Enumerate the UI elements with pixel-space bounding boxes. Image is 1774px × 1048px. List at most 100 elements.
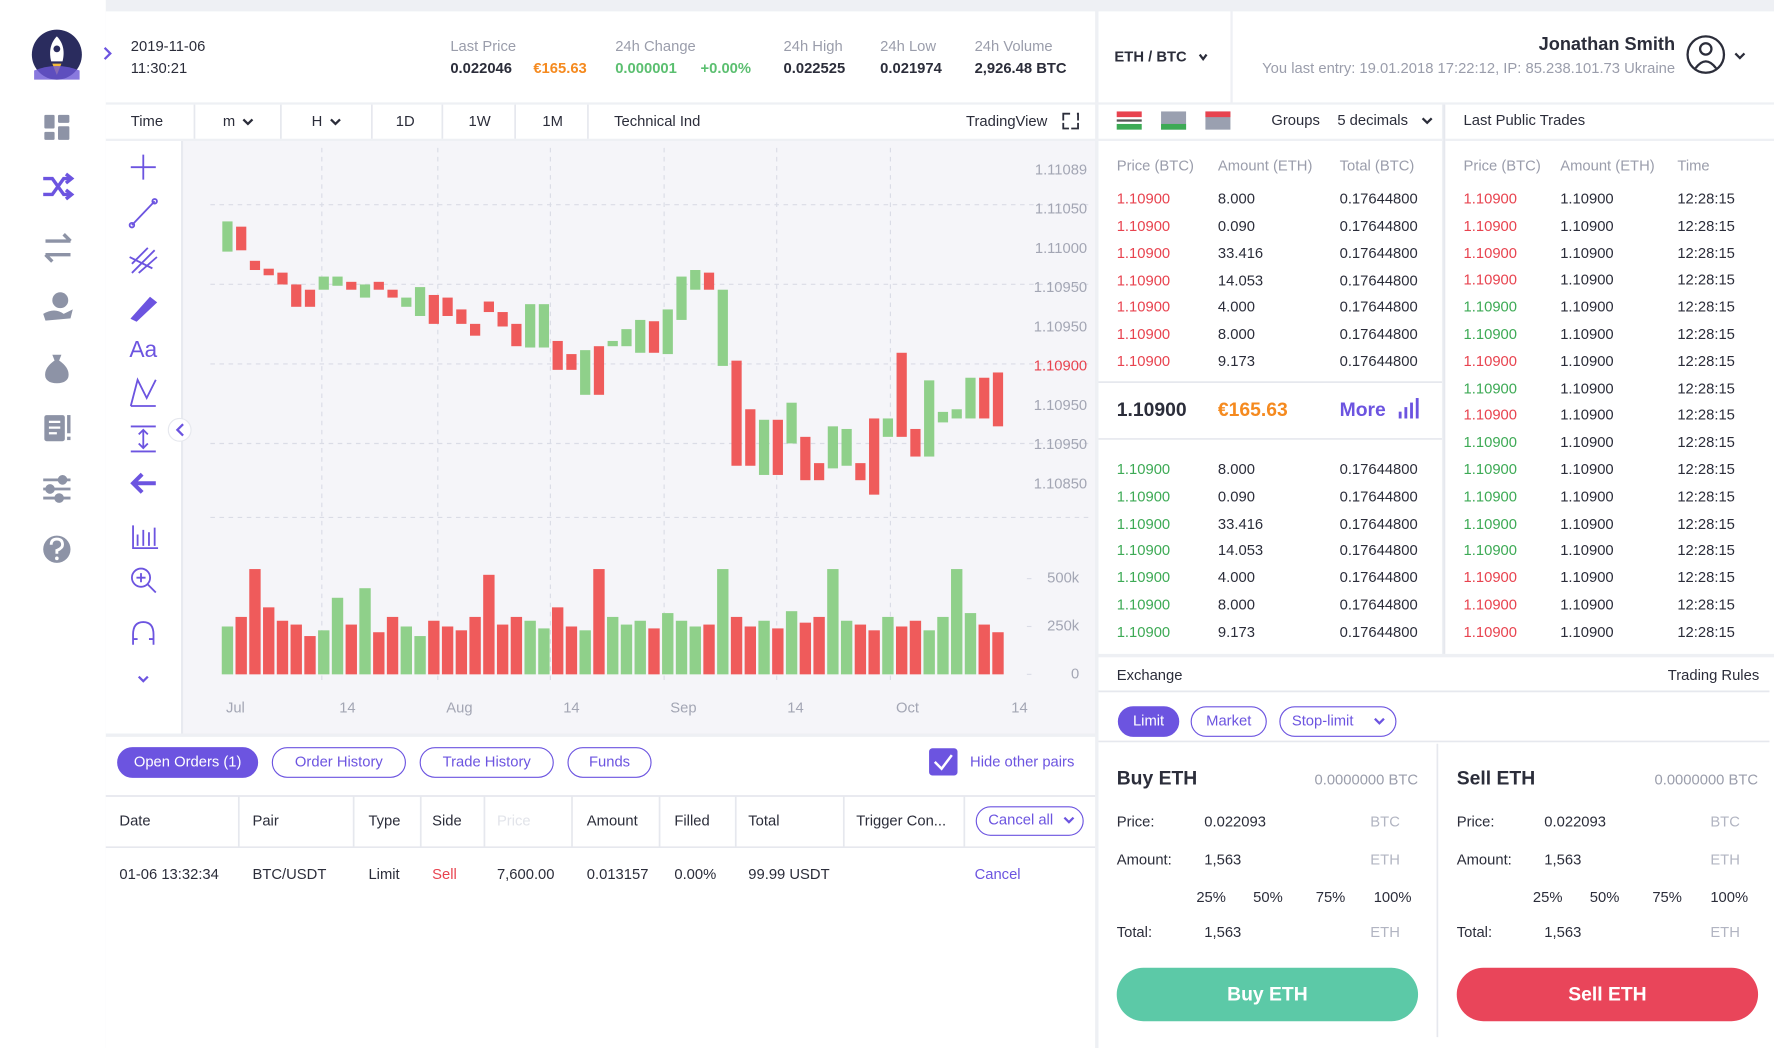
order-type[interactable] — [1190, 706, 1267, 737]
percent-option[interactable]: 100% — [1710, 888, 1749, 906]
order-cell: 7,600.00 — [496, 865, 555, 883]
collapse-arrow[interactable] — [175, 423, 184, 437]
ask-cell: 8.000 — [1217, 325, 1255, 343]
brand: TradingView — [965, 112, 1048, 130]
order-tab-label[interactable]: Funds — [588, 752, 631, 770]
ask-cell: 0.090 — [1217, 217, 1255, 235]
x-label: 14 — [339, 700, 355, 716]
volume-bar — [854, 624, 867, 675]
order-tab-label[interactable]: Trade History — [442, 752, 531, 770]
trade-amount: 1.10900 — [1560, 541, 1614, 559]
percent-option[interactable]: 25% — [1196, 888, 1226, 906]
hide-pairs-checkbox[interactable] — [929, 748, 958, 776]
candle — [277, 272, 288, 285]
trade-time: 12:28:15 — [1677, 514, 1735, 532]
bid-cell: 0.17644800 — [1339, 541, 1418, 559]
toolbar-item[interactable]: Time — [130, 112, 164, 130]
volume-bar — [496, 624, 509, 675]
dashboard-icon[interactable] — [44, 114, 70, 140]
user-name: Jonathan Smith — [1538, 35, 1676, 55]
book-view-icons[interactable] — [1116, 111, 1231, 130]
order-cell: Sell — [432, 865, 457, 883]
volume-bar — [772, 628, 784, 675]
collapse-button[interactable] — [167, 417, 192, 442]
settings-icon[interactable] — [43, 475, 71, 503]
pair-selector[interactable]: ETH / BTC — [1114, 47, 1187, 65]
trade-amount: 1.10900 — [1560, 622, 1614, 641]
more-link[interactable]: More — [1339, 399, 1386, 421]
trade-amount: 1.10900 — [1560, 595, 1614, 613]
ask-cell: 0.17644800 — [1339, 271, 1418, 289]
decimals-select[interactable]: 5 decimals — [1337, 111, 1408, 129]
more-tools[interactable] — [137, 675, 149, 683]
trading-rules[interactable]: Trading Rules — [1667, 666, 1760, 684]
trade-price: 1.10900 — [1463, 352, 1517, 370]
wallet-icon[interactable] — [43, 292, 73, 321]
percent-option[interactable]: 50% — [1589, 888, 1620, 906]
fullscreen-icon[interactable] — [1062, 112, 1079, 130]
cancel-all-button[interactable] — [975, 806, 1084, 836]
help-icon[interactable] — [43, 535, 71, 563]
cancel-all-label[interactable]: Cancel all — [988, 810, 1054, 828]
exchange-icon[interactable] — [43, 172, 75, 201]
text-tool[interactable]: Aa — [129, 337, 158, 363]
candle — [332, 276, 343, 286]
toolbar-item[interactable]: 1W — [468, 112, 491, 130]
volume-bar — [510, 616, 523, 675]
percent-option[interactable]: 25% — [1532, 888, 1563, 906]
trades-header: Amount (ETH) — [1560, 156, 1655, 174]
percent-option[interactable]: 50% — [1253, 888, 1283, 906]
candle — [731, 360, 742, 466]
order-tab[interactable] — [117, 747, 259, 778]
trade-amount: 1.10900 — [1560, 216, 1614, 235]
order-tab[interactable] — [419, 747, 554, 778]
candle — [538, 304, 550, 348]
volume-bar — [785, 611, 798, 675]
toolbar-item[interactable]: 1D — [395, 112, 415, 130]
more-bars-icon[interactable] — [1398, 398, 1419, 419]
order-type-label[interactable]: Market — [1206, 711, 1252, 729]
order-type-label[interactable]: Limit — [1132, 711, 1165, 729]
expand-arrow[interactable] — [103, 46, 112, 60]
order-tab[interactable] — [271, 747, 406, 778]
back-arrow[interactable] — [130, 472, 156, 494]
report-icon[interactable] — [44, 415, 71, 442]
submit-label[interactable]: Buy ETH — [1227, 983, 1308, 1006]
ask-cell: 33.416 — [1217, 244, 1264, 262]
candle — [648, 321, 660, 353]
toolbar-item[interactable]: m — [222, 112, 236, 130]
candle — [992, 372, 1004, 427]
pair-chevron[interactable] — [1198, 53, 1208, 62]
order-tab-label[interactable]: Order History — [294, 752, 383, 770]
exchange-title: Exchange — [1116, 666, 1183, 684]
drawing-tools[interactable] — [128, 154, 159, 645]
toolbar-item[interactable]: Technical Ind — [614, 112, 701, 130]
ticker-panel — [105, 11, 1096, 103]
toolbar-item[interactable]: H — [311, 112, 323, 130]
avatar[interactable] — [1686, 35, 1726, 74]
submit-label[interactable]: Sell ETH — [1568, 983, 1647, 1006]
field-unit: ETH — [1710, 850, 1740, 868]
form-balance: 0.0000000 BTC — [1654, 771, 1759, 789]
order-type-label[interactable]: Stop-limit — [1291, 711, 1354, 729]
order-tab[interactable] — [567, 747, 652, 778]
percent-option[interactable]: 100% — [1373, 888, 1412, 906]
hide-pairs-label[interactable]: Hide other pairs — [970, 752, 1075, 770]
user-chevron[interactable] — [1734, 52, 1746, 60]
percent-option[interactable]: 75% — [1315, 888, 1346, 906]
order-cell[interactable]: Cancel — [974, 865, 1021, 883]
submit-button[interactable] — [1456, 967, 1759, 1022]
toolbar-item[interactable]: 1M — [542, 112, 563, 130]
bag-icon[interactable] — [45, 354, 69, 384]
candle — [428, 294, 439, 324]
price-label: 1.10850 — [1034, 476, 1087, 492]
transfer-icon[interactable] — [44, 233, 72, 263]
stat-label: 24h Volume — [974, 37, 1053, 55]
trade-amount: 1.10900 — [1560, 460, 1614, 478]
candle — [483, 301, 494, 313]
order-type[interactable] — [1117, 706, 1180, 737]
candle — [924, 380, 935, 457]
order-tab-label[interactable]: Open Orders (1) — [133, 752, 242, 770]
percent-option[interactable]: 75% — [1652, 888, 1682, 906]
submit-button[interactable] — [1116, 967, 1419, 1022]
